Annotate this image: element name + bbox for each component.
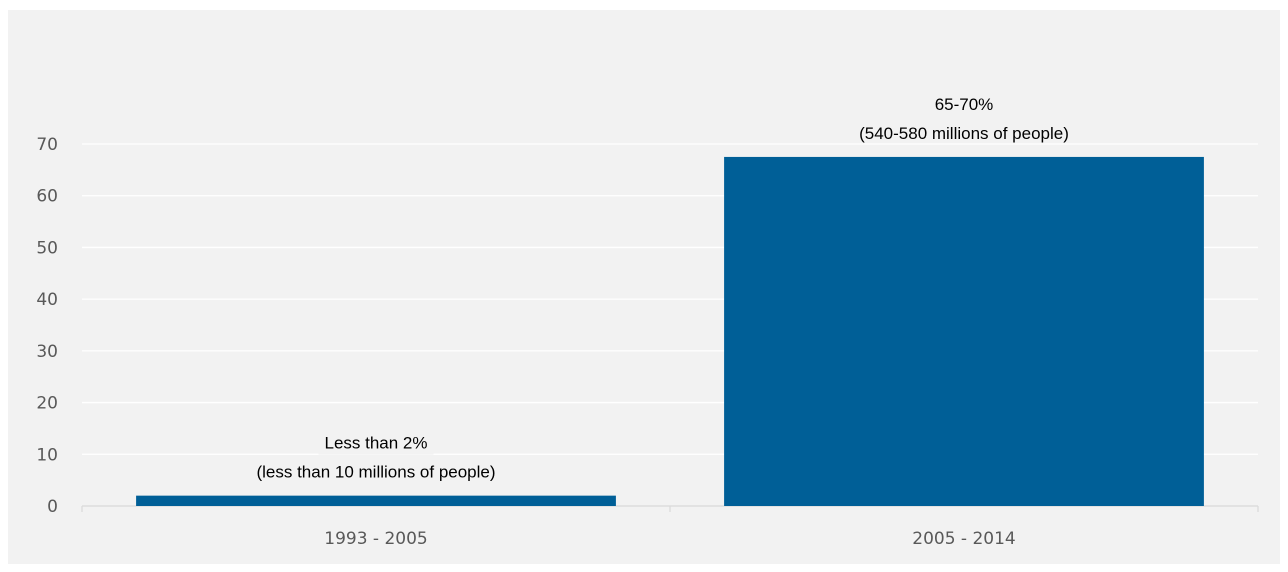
y-tick-label: 50 [36,238,58,258]
y-tick-label: 40 [36,290,58,310]
y-tick-label: 70 [36,135,58,155]
x-tick-label: 1993 - 2005 [324,529,427,549]
data-label: 65-70% [935,95,994,114]
x-tick-label: 2005 - 2014 [912,529,1015,549]
data-label: Less than 2% [324,434,427,453]
y-tick-label: 10 [36,445,58,465]
y-tick-label: 20 [36,394,58,414]
data-label-background [250,460,502,484]
y-tick-label: 30 [36,342,58,362]
data-label-background [318,431,434,455]
bar [136,495,616,506]
data-label: (540-580 millions of people) [859,124,1069,143]
y-tick-label: 0 [47,497,58,517]
bar [724,156,1204,506]
y-tick-label: 60 [36,187,58,207]
data-label: (less than 10 millions of people) [256,463,495,482]
